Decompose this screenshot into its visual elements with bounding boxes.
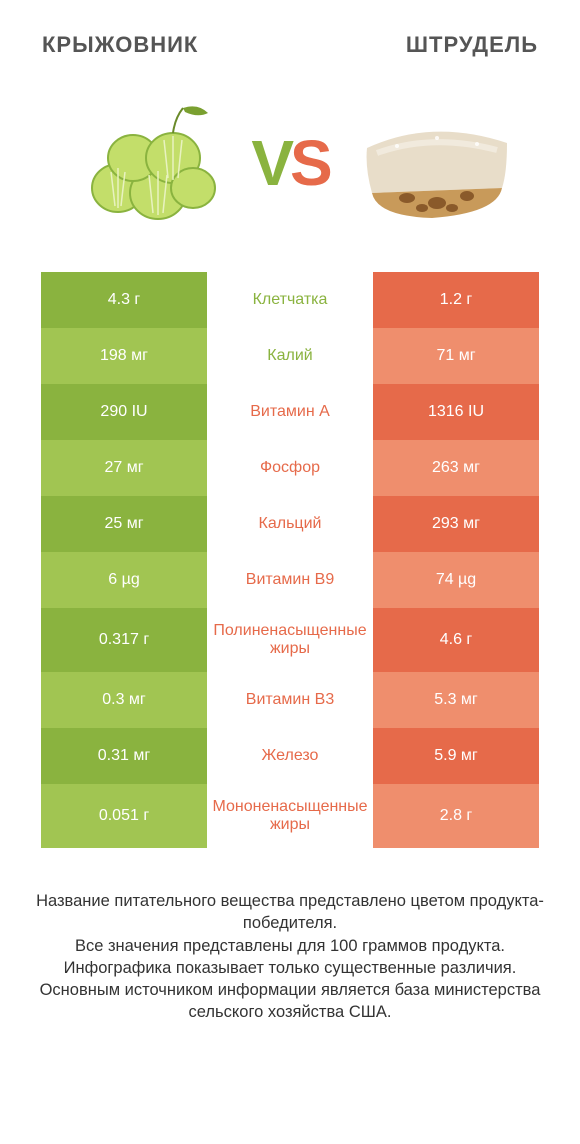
left-value: 6 µg <box>41 552 207 608</box>
left-value: 0.051 г <box>41 784 207 848</box>
right-value: 2.8 г <box>373 784 539 848</box>
nutrient-label: Клетчатка <box>207 272 373 328</box>
table-row: 0.317 гПолиненасыщенные жиры4.6 г <box>41 608 539 672</box>
hero-row: VS <box>0 68 580 272</box>
table-row: 6 µgВитамин B974 µg <box>41 552 539 608</box>
left-value: 198 мг <box>41 328 207 384</box>
right-value: 1.2 г <box>373 272 539 328</box>
left-product-title: КРЫЖОВНИК <box>42 32 198 58</box>
footer-line: Основным источником информации является … <box>22 979 558 1024</box>
right-value: 5.9 мг <box>373 728 539 784</box>
table-row: 290 IUВитамин A1316 IU <box>41 384 539 440</box>
right-value: 4.6 г <box>373 608 539 672</box>
left-value: 4.3 г <box>41 272 207 328</box>
vs-label: VS <box>251 126 328 200</box>
nutrition-comparison-table: 4.3 гКлетчатка1.2 г198 мгКалий71 мг290 I… <box>41 272 539 848</box>
nutrient-label: Кальций <box>207 496 373 552</box>
table-row: 4.3 гКлетчатка1.2 г <box>41 272 539 328</box>
comparison-header: КРЫЖОВНИК ШТРУДЕЛЬ <box>0 0 580 68</box>
left-value: 25 мг <box>41 496 207 552</box>
gooseberry-image <box>63 78 233 248</box>
left-value: 27 мг <box>41 440 207 496</box>
nutrient-label: Калий <box>207 328 373 384</box>
right-value: 5.3 мг <box>373 672 539 728</box>
table-row: 25 мгКальций293 мг <box>41 496 539 552</box>
left-value: 0.317 г <box>41 608 207 672</box>
nutrient-label: Витамин B9 <box>207 552 373 608</box>
nutrient-label: Полиненасыщенные жиры <box>207 608 373 672</box>
nutrient-label: Фосфор <box>207 440 373 496</box>
left-value: 0.3 мг <box>41 672 207 728</box>
table-row: 27 мгФосфор263 мг <box>41 440 539 496</box>
left-value: 290 IU <box>41 384 207 440</box>
nutrient-label: Витамин B3 <box>207 672 373 728</box>
footer-line: Все значения представлены для 100 граммо… <box>22 935 558 957</box>
right-value: 74 µg <box>373 552 539 608</box>
nutrient-label: Мононенасыщенные жиры <box>207 784 373 848</box>
nutrient-label: Железо <box>207 728 373 784</box>
table-row: 198 мгКалий71 мг <box>41 328 539 384</box>
footer-line: Инфографика показывает только существенн… <box>22 957 558 979</box>
right-product-title: ШТРУДЕЛЬ <box>406 32 538 58</box>
right-value: 293 мг <box>373 496 539 552</box>
table-row: 0.31 мгЖелезо5.9 мг <box>41 728 539 784</box>
footer-notes: Название питательного вещества представл… <box>0 848 580 1024</box>
right-value: 1316 IU <box>373 384 539 440</box>
footer-line: Название питательного вещества представл… <box>22 890 558 935</box>
right-value: 71 мг <box>373 328 539 384</box>
left-value: 0.31 мг <box>41 728 207 784</box>
table-row: 0.3 мгВитамин B35.3 мг <box>41 672 539 728</box>
nutrient-label: Витамин A <box>207 384 373 440</box>
strudel-image <box>347 78 517 248</box>
table-row: 0.051 гМононенасыщенные жиры2.8 г <box>41 784 539 848</box>
right-value: 263 мг <box>373 440 539 496</box>
